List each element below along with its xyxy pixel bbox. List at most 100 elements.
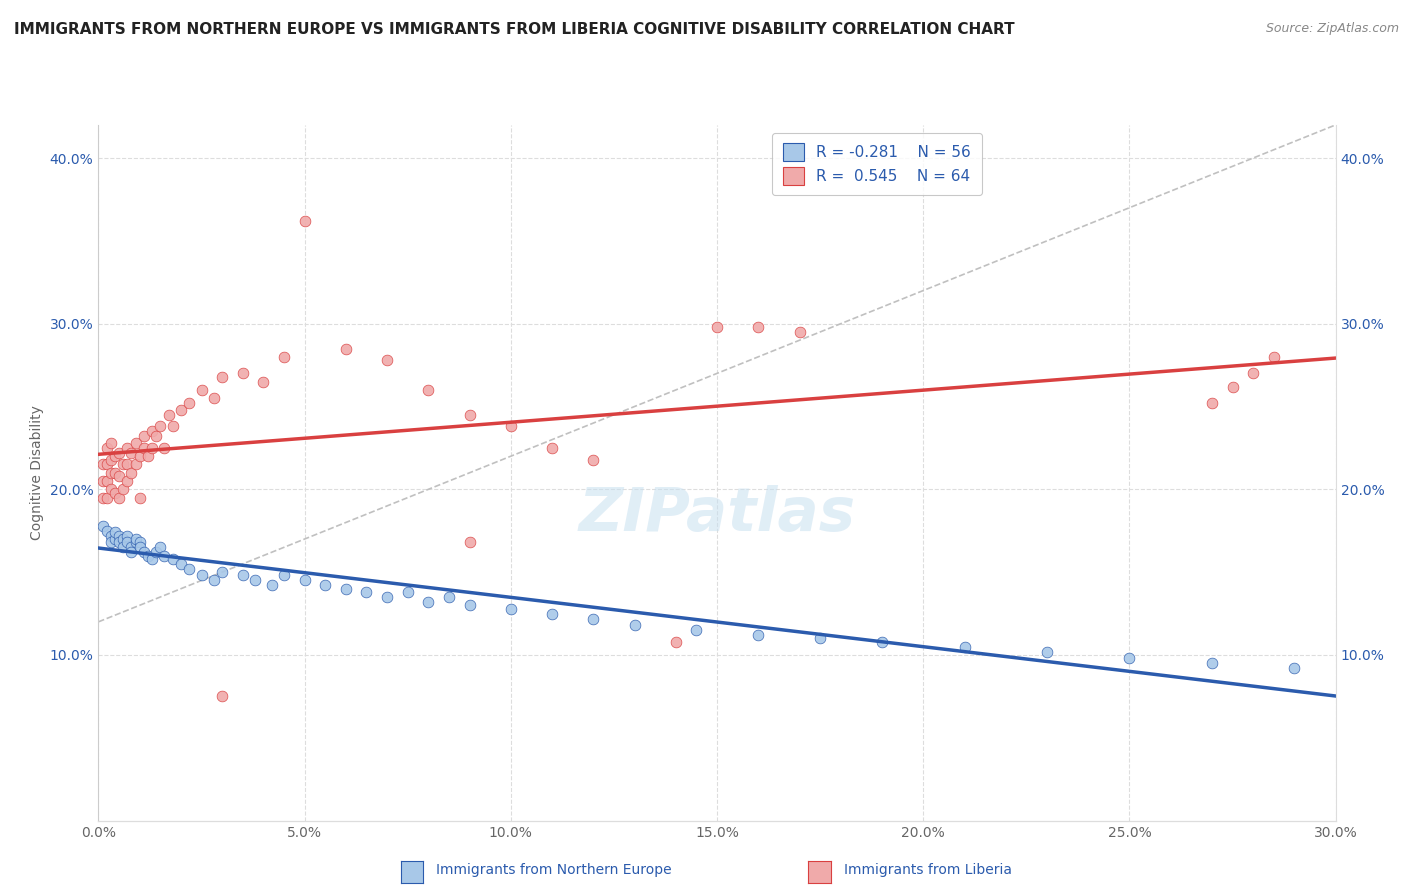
Point — [117, 529, 139, 543]
Point — [117, 441, 139, 455]
Point — [108, 535, 131, 549]
Point — [141, 552, 163, 566]
Point — [179, 562, 201, 576]
Point — [108, 446, 131, 460]
Point — [124, 458, 146, 472]
Point — [100, 535, 122, 549]
Point — [396, 585, 419, 599]
Point — [211, 369, 233, 384]
Point — [170, 402, 193, 417]
Point — [91, 491, 114, 505]
Point — [335, 342, 357, 356]
Point — [375, 590, 398, 604]
Point — [128, 535, 150, 549]
Point — [124, 535, 146, 549]
Point — [273, 568, 295, 582]
Point — [112, 483, 135, 497]
Legend: R = -0.281    N = 56, R =  0.545    N = 64: R = -0.281 N = 56, R = 0.545 N = 64 — [772, 133, 981, 195]
Point — [1284, 661, 1306, 675]
Point — [108, 491, 131, 505]
Point — [132, 441, 155, 455]
Point — [202, 391, 225, 405]
Point — [96, 441, 118, 455]
Point — [100, 436, 122, 450]
Point — [104, 466, 127, 480]
Text: Immigrants from Northern Europe: Immigrants from Northern Europe — [436, 863, 672, 877]
Point — [91, 474, 114, 488]
Point — [1222, 379, 1244, 393]
Point — [120, 541, 142, 555]
Point — [141, 425, 163, 439]
Point — [179, 396, 201, 410]
Point — [335, 582, 357, 596]
Point — [162, 419, 184, 434]
Point — [294, 214, 316, 228]
Point — [128, 491, 150, 505]
Point — [128, 541, 150, 555]
Point — [145, 545, 167, 559]
Point — [706, 320, 728, 334]
Point — [190, 383, 212, 397]
Point — [211, 690, 233, 704]
Point — [132, 545, 155, 559]
Point — [1241, 367, 1264, 381]
Point — [202, 574, 225, 588]
Text: IMMIGRANTS FROM NORTHERN EUROPE VS IMMIGRANTS FROM LIBERIA COGNITIVE DISABILITY : IMMIGRANTS FROM NORTHERN EUROPE VS IMMIG… — [14, 22, 1015, 37]
Point — [437, 590, 460, 604]
Point — [96, 524, 118, 538]
Point — [458, 408, 481, 422]
Point — [112, 458, 135, 472]
Point — [153, 549, 176, 563]
Point — [100, 466, 122, 480]
Point — [136, 449, 159, 463]
Text: Immigrants from Liberia: Immigrants from Liberia — [844, 863, 1011, 877]
Text: ZIPatlas: ZIPatlas — [578, 485, 856, 544]
Point — [104, 449, 127, 463]
Point — [104, 532, 127, 546]
Point — [232, 568, 254, 582]
Point — [136, 549, 159, 563]
Point — [104, 485, 127, 500]
Point — [91, 458, 114, 472]
Point — [170, 557, 193, 571]
Point — [145, 429, 167, 443]
Point — [623, 618, 645, 632]
Point — [96, 491, 118, 505]
Point — [375, 353, 398, 368]
Point — [117, 535, 139, 549]
Point — [149, 419, 172, 434]
Point — [153, 441, 176, 455]
Point — [747, 320, 769, 334]
Point — [96, 458, 118, 472]
Point — [100, 529, 122, 543]
Point — [120, 446, 142, 460]
Point — [499, 419, 522, 434]
Point — [124, 436, 146, 450]
Point — [685, 623, 707, 637]
Point — [273, 350, 295, 364]
Point — [120, 545, 142, 559]
Point — [294, 574, 316, 588]
Point — [91, 518, 114, 533]
Point — [112, 532, 135, 546]
Point — [100, 483, 122, 497]
Point — [1201, 396, 1223, 410]
Point — [157, 408, 180, 422]
Point — [108, 529, 131, 543]
Point — [232, 367, 254, 381]
Point — [1036, 645, 1059, 659]
Point — [1263, 350, 1285, 364]
Point — [260, 578, 283, 592]
Point — [96, 474, 118, 488]
Point — [1201, 657, 1223, 671]
Point — [356, 585, 378, 599]
Point — [458, 535, 481, 549]
Y-axis label: Cognitive Disability: Cognitive Disability — [30, 405, 44, 541]
Point — [124, 532, 146, 546]
Text: Source: ZipAtlas.com: Source: ZipAtlas.com — [1265, 22, 1399, 36]
Point — [953, 640, 976, 654]
Point — [104, 525, 127, 540]
Point — [808, 632, 831, 646]
Point — [870, 634, 893, 648]
Point — [112, 541, 135, 555]
